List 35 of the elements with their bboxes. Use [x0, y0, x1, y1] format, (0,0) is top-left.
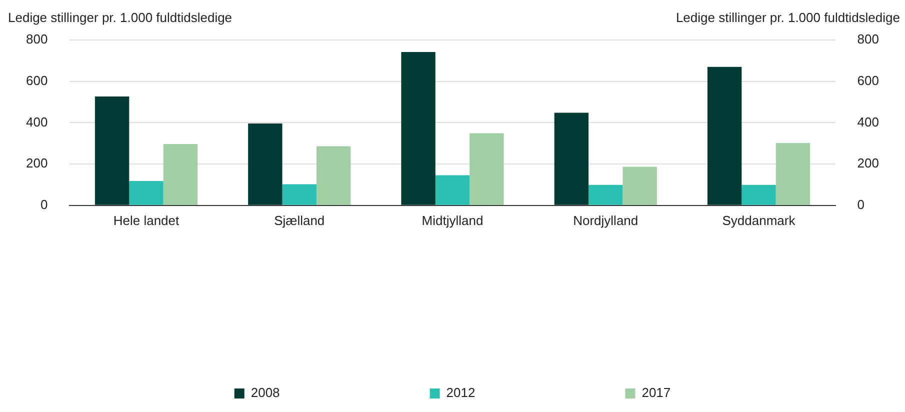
bar	[129, 181, 164, 205]
legend-label: 2008	[250, 385, 280, 400]
bar	[588, 184, 623, 205]
y2-tick-label: 600	[857, 72, 880, 88]
y-tick-label: 400	[26, 114, 48, 130]
x-tick-label: Sjælland	[274, 212, 325, 228]
bar	[248, 124, 282, 205]
bar	[470, 133, 504, 205]
y2-tick-label: 400	[857, 114, 880, 130]
y2-tick-label: 800	[857, 32, 880, 47]
y2-tick-label: 200	[857, 156, 880, 171]
bar	[435, 175, 470, 205]
bar	[707, 66, 742, 205]
x-tick-label: Hele landet	[113, 212, 180, 228]
y-tick-label: 200	[26, 156, 48, 171]
bar	[622, 166, 657, 205]
bar	[776, 142, 810, 205]
bar	[554, 112, 589, 205]
bar	[316, 146, 351, 205]
bar	[282, 184, 316, 205]
bar	[163, 144, 198, 205]
x-tick-label: Midtjylland	[422, 212, 484, 228]
y2-axis-title: Ledige stillinger pr. 1.000 fuldtidsledige	[676, 10, 900, 26]
y-tick-label: 800	[26, 32, 48, 47]
bar	[742, 184, 776, 205]
bar	[94, 96, 130, 205]
y-tick-label: 600	[26, 72, 48, 88]
y-axis-title: Ledige stillinger pr. 1.000 fuldtidsledige	[8, 10, 232, 26]
bar	[401, 52, 436, 205]
x-tick-label: Syddanmark	[722, 212, 796, 228]
x-tick-label: Nordjylland	[573, 212, 638, 228]
legend-label: 2017	[642, 385, 671, 400]
y-tick-label: 0	[40, 196, 48, 212]
y2-tick-label: 0	[857, 196, 865, 212]
legend-label: 2012	[446, 385, 476, 400]
